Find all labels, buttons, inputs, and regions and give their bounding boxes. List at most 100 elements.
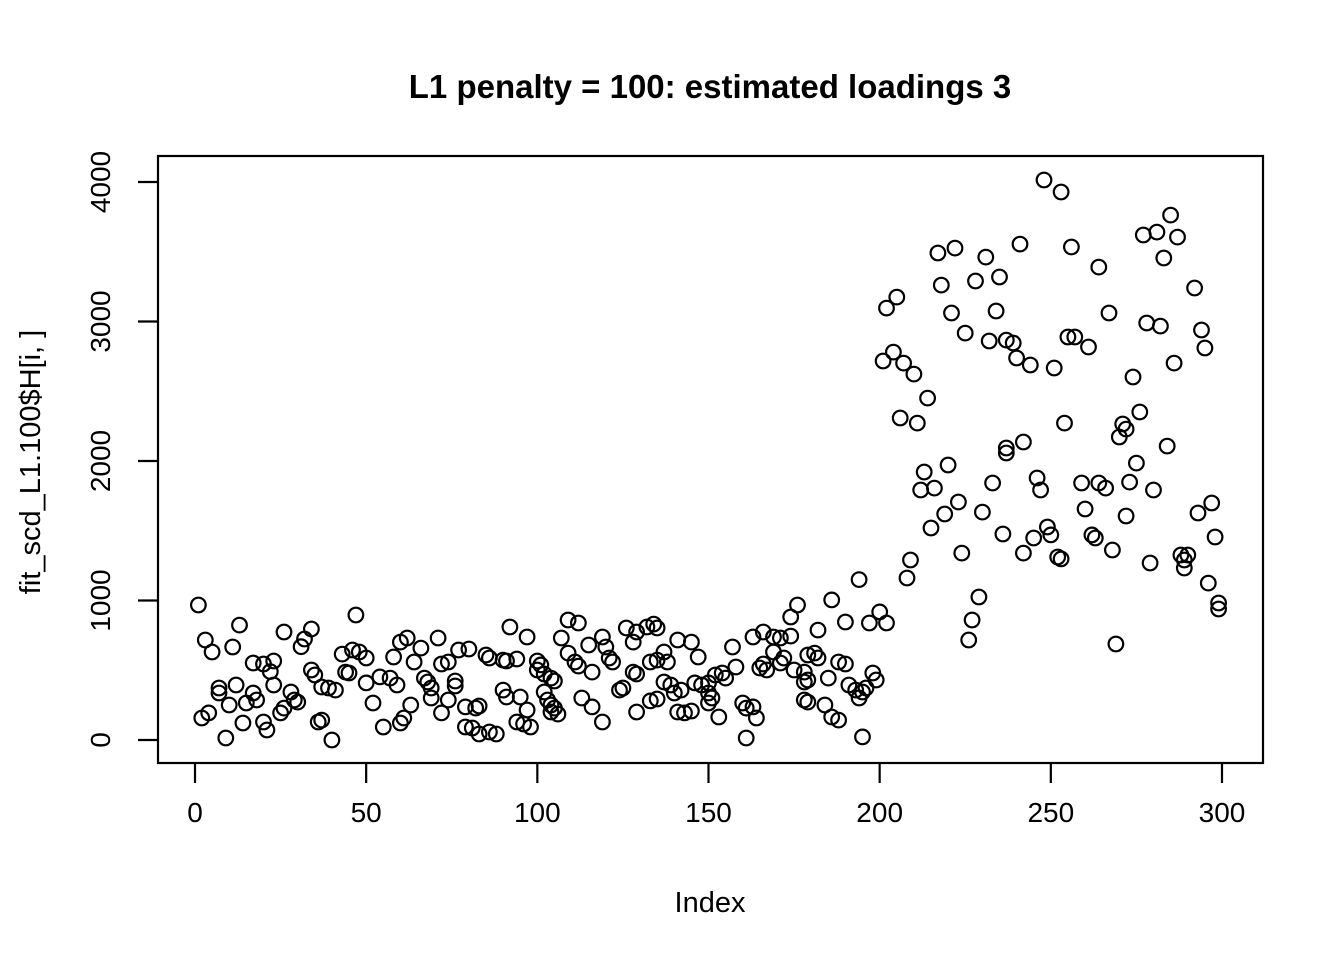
x-axis-tick-labels: 0 50 100 150 200 250 300 bbox=[187, 797, 1245, 828]
data-point bbox=[850, 571, 868, 588]
data-point bbox=[717, 669, 734, 687]
data-point bbox=[265, 676, 283, 694]
data-point bbox=[1169, 228, 1186, 246]
y-tick-label: 3000 bbox=[85, 290, 116, 352]
data-point bbox=[1059, 328, 1077, 346]
data-point bbox=[898, 569, 916, 587]
scatter-points bbox=[189, 171, 1227, 749]
data-point bbox=[1175, 559, 1193, 577]
data-point bbox=[210, 684, 228, 702]
y-tick-label: 0 bbox=[85, 732, 116, 748]
data-point bbox=[624, 633, 642, 651]
data-point bbox=[628, 665, 645, 683]
data-point bbox=[220, 696, 238, 714]
x-tick-label: 50 bbox=[351, 797, 382, 828]
data-point bbox=[594, 713, 611, 731]
data-point bbox=[272, 704, 290, 722]
data-point bbox=[1015, 433, 1032, 451]
data-point bbox=[1199, 574, 1217, 592]
data-point bbox=[932, 276, 950, 294]
data-point bbox=[258, 721, 276, 739]
data-point bbox=[689, 648, 707, 666]
data-point bbox=[799, 693, 817, 711]
data-point bbox=[878, 299, 895, 317]
data-point bbox=[580, 636, 598, 654]
data-point bbox=[655, 643, 673, 661]
chart-title: L1 penalty = 100: estimated loadings 3 bbox=[409, 68, 1011, 105]
data-point bbox=[1042, 526, 1060, 544]
data-point bbox=[566, 653, 584, 671]
data-point bbox=[248, 691, 266, 709]
data-point bbox=[662, 676, 680, 694]
data-point bbox=[237, 694, 255, 712]
data-point bbox=[508, 650, 526, 668]
data-point bbox=[641, 692, 659, 710]
data-point bbox=[1189, 504, 1207, 522]
data-point bbox=[1138, 314, 1156, 332]
data-point bbox=[1186, 279, 1203, 297]
data-point bbox=[782, 608, 800, 626]
data-point bbox=[727, 658, 745, 676]
data-point bbox=[374, 718, 392, 736]
data-point bbox=[234, 714, 252, 732]
data-point bbox=[210, 679, 228, 697]
data-point bbox=[542, 669, 560, 687]
data-point bbox=[1121, 473, 1138, 491]
data-point bbox=[795, 673, 813, 691]
data-point bbox=[392, 714, 409, 732]
data-point bbox=[552, 629, 570, 647]
data-point bbox=[994, 525, 1012, 543]
data-point bbox=[809, 621, 827, 639]
data-point bbox=[878, 614, 895, 632]
data-point bbox=[1127, 454, 1145, 472]
data-point bbox=[617, 619, 635, 637]
data-point bbox=[1134, 226, 1152, 244]
data-point bbox=[189, 596, 207, 614]
data-point bbox=[850, 689, 868, 707]
data-point bbox=[772, 654, 789, 672]
data-point bbox=[532, 656, 550, 674]
data-point bbox=[347, 606, 365, 624]
data-point bbox=[819, 669, 837, 687]
data-point bbox=[953, 544, 971, 562]
data-point bbox=[559, 611, 577, 629]
data-point bbox=[956, 324, 974, 342]
data-point bbox=[809, 649, 827, 667]
data-point bbox=[977, 248, 995, 266]
data-point bbox=[1083, 526, 1101, 544]
data-point bbox=[203, 643, 221, 661]
data-point bbox=[902, 551, 919, 569]
data-point bbox=[1151, 317, 1169, 335]
data-point bbox=[1210, 600, 1227, 618]
data-point bbox=[837, 655, 854, 673]
data-point bbox=[1141, 554, 1159, 572]
data-point bbox=[950, 493, 967, 511]
data-point bbox=[477, 646, 495, 664]
data-point bbox=[799, 646, 817, 664]
data-point bbox=[429, 629, 447, 647]
data-point bbox=[481, 723, 498, 741]
data-point bbox=[1045, 359, 1063, 377]
data-point bbox=[583, 663, 601, 681]
data-point bbox=[710, 708, 728, 726]
data-point bbox=[522, 718, 539, 736]
data-point bbox=[255, 713, 272, 731]
data-point bbox=[936, 505, 954, 523]
data-point bbox=[573, 689, 591, 707]
data-point bbox=[1110, 428, 1128, 446]
data-point bbox=[737, 699, 755, 717]
data-point bbox=[754, 623, 772, 641]
data-point bbox=[641, 653, 659, 671]
data-point bbox=[481, 649, 498, 667]
data-point bbox=[861, 614, 878, 632]
data-point bbox=[422, 689, 440, 707]
data-point bbox=[1076, 500, 1094, 518]
data-point bbox=[501, 618, 519, 636]
data-point bbox=[487, 725, 505, 743]
data-point bbox=[224, 638, 242, 656]
data-point bbox=[405, 653, 423, 671]
data-point bbox=[320, 679, 337, 697]
data-point bbox=[460, 640, 478, 658]
data-point bbox=[303, 620, 320, 638]
